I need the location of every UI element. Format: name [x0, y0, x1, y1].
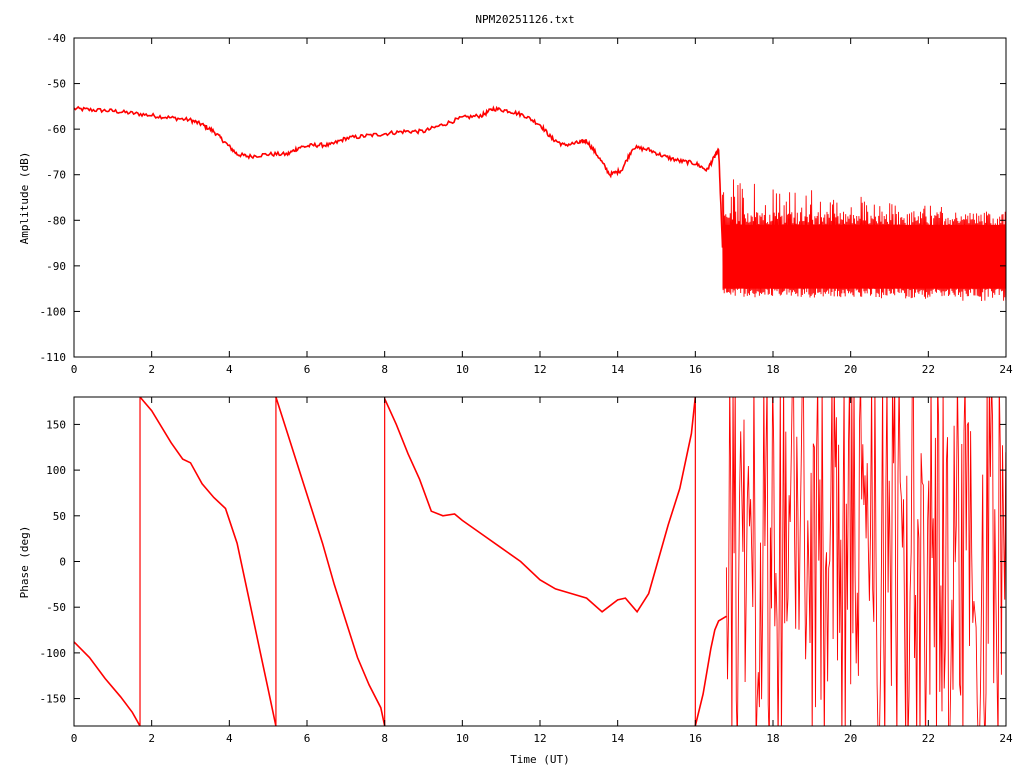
phase-x-tick-label: 24: [999, 732, 1013, 745]
phase-x-tick-label: 18: [766, 732, 779, 745]
phase-x-tick-label: 4: [226, 732, 233, 745]
phase-x-tick-label: 8: [381, 732, 388, 745]
phase-x-axis-label: Time (UT): [510, 753, 570, 766]
amplitude-y-tick-label: -90: [46, 260, 66, 273]
amplitude-y-tick-label: -110: [40, 351, 67, 364]
phase-y-tick-label: -150: [40, 693, 67, 706]
amplitude-x-tick-label: 16: [689, 363, 702, 376]
phase-x-tick-label: 6: [304, 732, 311, 745]
phase-x-tick-label: 2: [148, 732, 155, 745]
amplitude-x-ticks: 0 2 4 6 8 10 12 14 16 18 20 22 24: [71, 38, 1013, 376]
phase-series-line-0: [74, 641, 141, 726]
amplitude-x-tick-label: 24: [999, 363, 1013, 376]
phase-series-line-3: [383, 397, 697, 614]
amplitude-noise-trace: [722, 179, 1006, 302]
phase-x-tick-label: 0: [71, 732, 78, 745]
amplitude-x-tick-label: 12: [533, 363, 546, 376]
amplitude-y-tick-label: -50: [46, 78, 66, 91]
amplitude-y-axis-label: Amplitude (dB): [18, 152, 31, 245]
phase-series-line-2: [275, 397, 386, 726]
amplitude-x-tick-label: 2: [148, 363, 155, 376]
amplitude-x-tick-label: 22: [922, 363, 935, 376]
phase-x-tick-label: 22: [922, 732, 935, 745]
phase-series-line-4: [694, 615, 727, 726]
phase-x-tick-label: 10: [456, 732, 469, 745]
phase-x-tick-label: 14: [611, 732, 625, 745]
amplitude-x-tick-label: 4: [226, 363, 233, 376]
phase-y-tick-label: 50: [53, 510, 66, 523]
amplitude-x-tick-label: 8: [381, 363, 388, 376]
amplitude-plot-area: [74, 105, 1006, 302]
phase-y-tick-label: 150: [46, 418, 66, 431]
phase-series-line-1: [139, 397, 277, 726]
amplitude-series-line: [74, 105, 724, 248]
chart-title: NPM20251126.txt: [475, 13, 574, 26]
phase-y-tick-label: 0: [59, 556, 66, 569]
amplitude-panel: 0 2 4 6 8 10 12 14 16 18 20 22 24 -40-50-60-70-80-90…: [18, 32, 1013, 376]
phase-y-ticks: 150 100 50 0 -50 -100 -150: [40, 418, 1006, 706]
phase-x-ticks: 0 2 4 6 8 10 12 14 16 18 20 22 24: [71, 397, 1013, 745]
phase-y-tick-label: -50: [46, 601, 66, 614]
phase-y-axis-label: Phase (deg): [18, 526, 31, 599]
phase-y-tick-label: -100: [40, 647, 67, 660]
phase-panel: 0 2 4 6 8 10 12 14 16 18 20 22 24 150100500-50-100-1…: [18, 396, 1013, 766]
amplitude-x-tick-label: 0: [71, 363, 78, 376]
phase-y-tick-label: 100: [46, 464, 66, 477]
amplitude-x-tick-label: 6: [304, 363, 311, 376]
phase-x-tick-label: 16: [689, 732, 702, 745]
amplitude-y-ticks: -40 -50 -60 -70 -80 -90 -100 -110: [40, 32, 1006, 364]
amplitude-y-tick-label: -70: [46, 169, 66, 182]
amplitude-x-tick-label: 18: [766, 363, 779, 376]
phase-x-tick-label: 20: [844, 732, 857, 745]
amplitude-y-tick-label: -100: [40, 305, 67, 318]
amplitude-trace-group: [74, 105, 1006, 302]
amplitude-x-tick-label: 10: [456, 363, 469, 376]
amplitude-y-tick-label: -80: [46, 214, 66, 227]
amplitude-y-tick-label: -60: [46, 123, 66, 136]
amplitude-y-tick-label: -40: [46, 32, 66, 45]
amplitude-x-tick-label: 14: [611, 363, 625, 376]
phase-x-tick-label: 12: [533, 732, 546, 745]
amplitude-x-tick-label: 20: [844, 363, 857, 376]
